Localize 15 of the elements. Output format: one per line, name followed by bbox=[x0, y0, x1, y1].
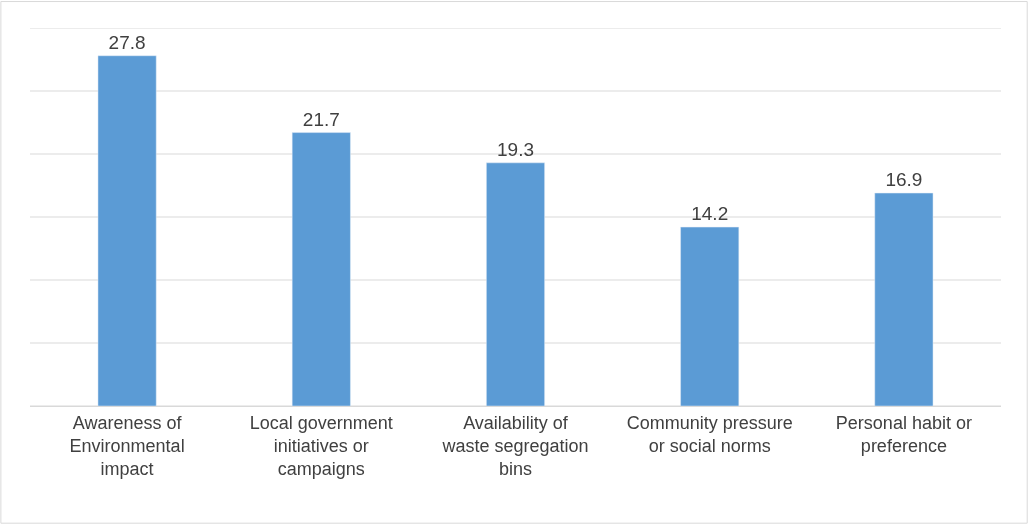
x-tick-label: Local government initiatives or campaigns bbox=[249, 412, 393, 480]
data-label: 14.2 bbox=[691, 203, 729, 225]
bar bbox=[486, 162, 545, 406]
bar bbox=[291, 132, 351, 406]
data-label: 19.3 bbox=[497, 138, 534, 160]
bar bbox=[97, 55, 157, 406]
x-tick-label: Availability of waste segregation bins bbox=[441, 412, 589, 480]
x-tick-label: Awareness of Environmental impact bbox=[69, 412, 185, 480]
data-label: 21.7 bbox=[302, 108, 340, 130]
x-tick-label: Personal habit or preference bbox=[835, 412, 972, 456]
data-label: 16.9 bbox=[885, 169, 923, 191]
bar bbox=[874, 192, 934, 406]
x-tick-label: Community pressure or social norms bbox=[626, 412, 793, 456]
data-label: 27.8 bbox=[108, 31, 146, 53]
bar bbox=[680, 226, 740, 406]
